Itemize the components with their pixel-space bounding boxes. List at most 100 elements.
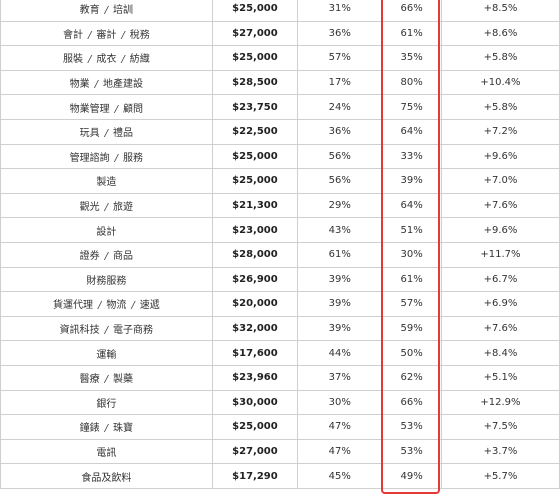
change-cell: +8.4% [440,340,560,366]
highlighted-percent-cell: 75% [381,94,442,120]
industry-name: 珠寶 [113,423,134,435]
percent-cell: 47% [297,438,383,465]
salary-cell: $32,000 [211,315,299,342]
highlighted-percent-cell: 66% [381,389,442,416]
highlighted-percent-cell: 57% [381,291,442,317]
salary-cell: $25,000 [211,0,299,22]
industry-cell: 貨運代理 / 物流 / 速遞 [0,291,213,317]
industry-cell: 鐘錶 / 珠寶 [0,414,213,440]
salary-cell: $25,000 [211,168,299,194]
salary-cell: $27,000 [211,20,299,47]
table-row: 運輸 $17,600 44% 50% +8.4% [0,340,560,366]
table-row: 電訊 $27,000 47% 53% +3.7% [0,438,560,465]
industry-cell: 資訊科技 / 電子商務 [0,315,213,342]
table-row: 銀行 $30,000 30% 66% +12.9% [0,389,560,416]
industry-name: 電訊 [96,447,117,459]
percent-cell: 56% [297,168,383,194]
salary-cell: $25,000 [211,45,299,71]
percent-cell: 56% [297,143,383,170]
percent-cell: 39% [297,266,383,293]
change-cell: +9.6% [440,217,560,243]
change-cell: +7.0% [440,168,560,194]
industry-name: 銀行 [96,398,117,410]
table-row: 管理諮詢 / 服務 $25,000 56% 33% +9.6% [0,143,560,170]
industry-cell: 電訊 [0,438,213,465]
table-row: 醫療 / 製藥 $23,960 37% 62% +5.1% [0,364,560,391]
separator: / [104,5,109,17]
industry-name: 審計 [96,29,117,41]
salary-cell: $23,000 [211,217,299,243]
change-cell: +3.7% [440,438,560,465]
industry-cell: 玩具 / 禮品 [0,118,213,145]
table-row: 食品及飲料 $17,290 45% 49% +5.7% [0,463,560,489]
industry-name: 物業 [69,79,90,91]
table-row: 玩具 / 禮品 $22,500 36% 64% +7.2% [0,118,560,145]
industry-name: 管理諮詢 [69,152,110,164]
table-row: 證券 / 商品 $28,000 61% 30% +11.7% [0,241,560,268]
change-cell: +6.9% [440,291,560,317]
industry-name: 物流 [106,300,127,312]
industry-name: 鐘錶 [79,423,100,435]
highlighted-percent-cell: 62% [381,364,442,391]
industry-cell: 運輸 [0,340,213,366]
industry-cell: 管理諮詢 / 服務 [0,143,213,170]
industry-cell: 醫療 / 製藥 [0,364,213,391]
change-cell: +11.7% [440,241,560,268]
salary-cell: $20,000 [211,291,299,317]
salary-cell: $17,290 [211,463,299,489]
table-row: 製造 $25,000 56% 39% +7.0% [0,168,560,194]
industry-cell: 服裝 / 成衣 / 紡織 [0,45,213,71]
industry-name: 速遞 [139,300,160,312]
salary-cell: $30,000 [211,389,299,416]
change-cell: +7.2% [440,118,560,145]
table-row: 物業管理 / 顧問 $23,750 24% 75% +5.8% [0,94,560,120]
industry-cell: 教育 / 培訓 [0,0,213,22]
percent-cell: 17% [297,69,383,96]
table-row: 觀光 / 旅遊 $21,300 29% 64% +7.6% [0,192,560,219]
industry-name: 製造 [96,177,117,189]
percent-cell: 45% [297,463,383,489]
industry-cell: 會計 / 審計 / 稅務 [0,20,213,47]
separator: / [121,29,125,41]
change-cell: +7.6% [440,315,560,342]
industry-name: 稅務 [129,29,150,41]
percent-cell: 36% [297,20,383,47]
industry-cell: 證券 / 商品 [0,241,213,268]
industry-name: 培訓 [113,5,134,17]
highlighted-percent-cell: 39% [381,168,442,194]
separator: / [104,423,109,435]
separator: / [104,374,109,386]
industry-cell: 財務服務 [0,266,213,293]
table-row: 設計 $23,000 43% 51% +9.6% [0,217,560,243]
industry-name: 服裝 [62,54,83,66]
industry-name: 設計 [96,226,117,238]
percent-cell: 39% [297,315,383,342]
industry-name: 成衣 [96,54,117,66]
industry-name: 證券 [79,251,100,263]
industry-name: 地產建設 [103,79,144,91]
percent-cell: 29% [297,192,383,219]
table-row: 物業 / 地產建設 $28,500 17% 80% +10.4% [0,69,560,96]
percent-cell: 44% [297,340,383,366]
change-cell: +5.1% [440,364,560,391]
industry-name: 旅遊 [113,202,134,214]
highlighted-percent-cell: 53% [381,438,442,465]
salary-cell: $28,000 [211,241,299,268]
industry-cell: 銀行 [0,389,213,416]
separator: / [121,54,125,66]
salary-cell: $21,300 [211,192,299,219]
percent-cell: 24% [297,94,383,120]
industry-name: 紡織 [129,54,150,66]
industry-cell: 物業管理 / 顧問 [0,94,213,120]
salary-cell: $28,500 [211,69,299,96]
industry-cell: 設計 [0,217,213,243]
table-row: 會計 / 審計 / 稅務 $27,000 36% 61% +8.6% [0,20,560,47]
change-cell: +12.9% [440,389,560,416]
industry-name: 運輸 [96,349,117,361]
percent-cell: 30% [297,389,383,416]
percent-cell: 47% [297,414,383,440]
industry-name: 電子商務 [113,325,154,337]
separator: / [87,29,92,41]
highlighted-percent-cell: 35% [381,45,442,71]
